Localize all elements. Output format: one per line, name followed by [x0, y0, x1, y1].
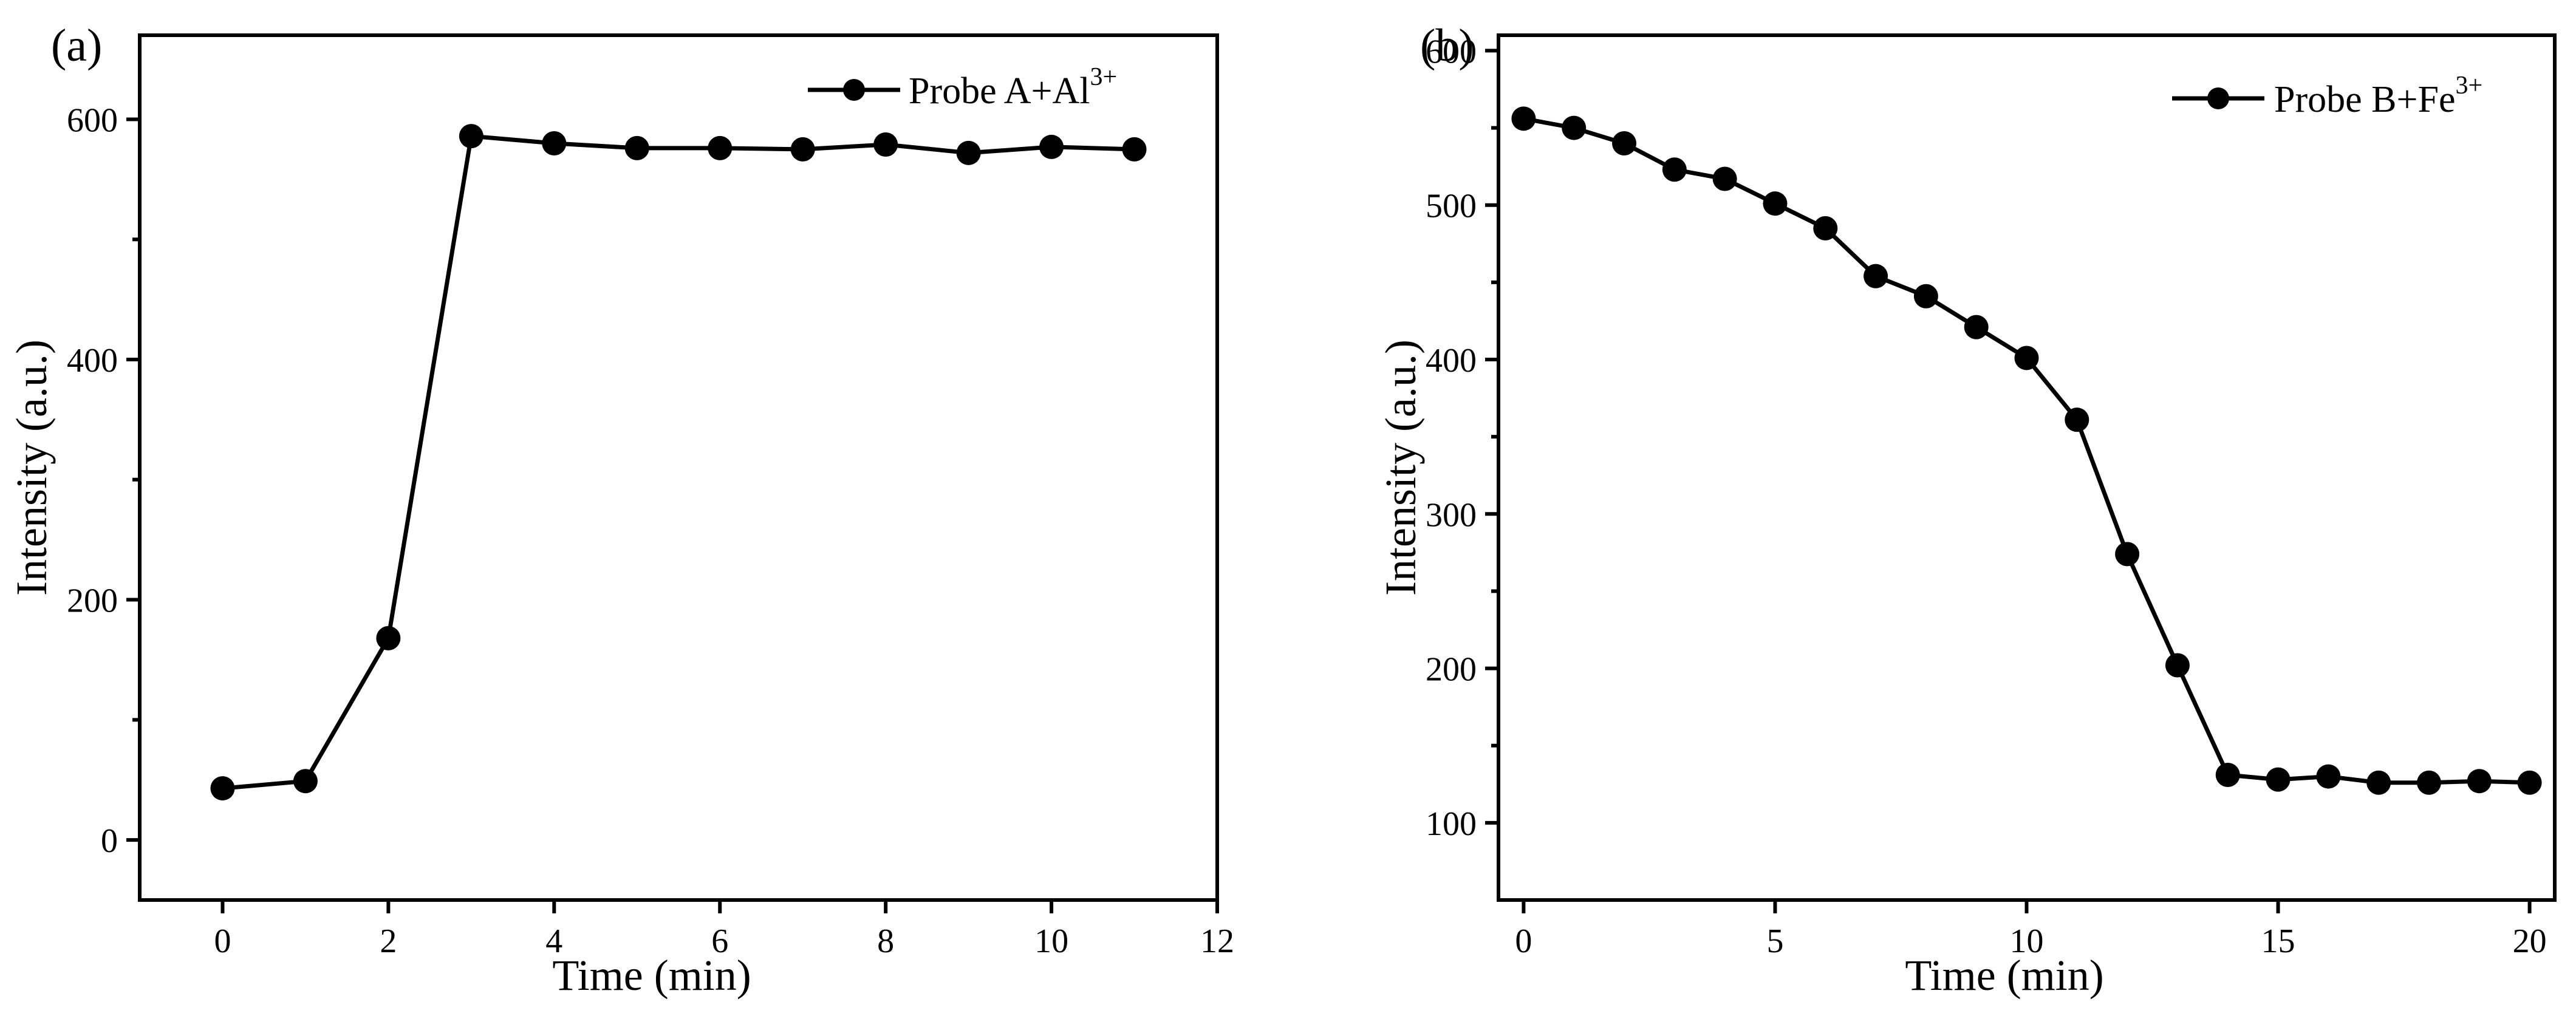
data-point-b-12	[2115, 542, 2140, 567]
panel-a: (a) 0 200 400 600 0 2 4 6 8 10 12 Time (min) Inte…	[7, 20, 1234, 1000]
y-tick-label-b-1: 200	[1426, 651, 1477, 689]
x-tick-label-a-6: 12	[1200, 922, 1234, 960]
data-point-b-11	[2065, 407, 2089, 432]
data-point-b-4	[1712, 166, 1737, 191]
legend-label-b: Probe B+Fe3+	[2274, 72, 2482, 120]
y-tick-label-a-3: 600	[67, 101, 118, 139]
data-point-a-4	[542, 131, 567, 155]
data-point-a-2	[376, 626, 401, 650]
data-point-b-15	[2266, 767, 2291, 792]
data-point-b-6	[1813, 216, 1838, 240]
x-tick-label-a-0: 0	[214, 922, 231, 960]
data-point-b-7	[1864, 264, 1888, 288]
y-tick-label-b-4: 500	[1426, 188, 1477, 225]
data-point-a-7	[790, 137, 815, 162]
data-point-a-3	[459, 124, 483, 149]
x-tick-label-b-3: 15	[2261, 922, 2295, 960]
panel-label-b: (b)	[1420, 20, 1474, 71]
y-tick-label-b-3: 400	[1426, 342, 1477, 380]
data-point-b-19	[2467, 769, 2492, 794]
x-axis-title-a: Time (min)	[552, 951, 751, 1000]
y-axis-title-b: Intensity (a.u.)	[1376, 339, 1425, 596]
legend-b: Probe B+Fe3+	[2172, 72, 2482, 120]
legend-label-sup-b: 3+	[2455, 72, 2482, 100]
data-point-b-17	[2366, 770, 2391, 795]
data-point-a-10	[1039, 134, 1064, 159]
y-ticks-b: 100 200 300 400 500 600	[1426, 33, 1498, 843]
data-point-b-13	[2165, 653, 2190, 678]
x-tick-label-a-4: 8	[877, 922, 894, 960]
legend-marker-b	[2207, 87, 2229, 109]
legend-marker-a	[843, 79, 865, 101]
data-point-a-5	[624, 135, 649, 160]
y-tick-label-a-0: 0	[101, 822, 118, 860]
data-point-b-20	[2517, 770, 2542, 795]
x-axis-title-b: Time (min)	[1905, 951, 2103, 1000]
data-point-b-16	[2316, 764, 2341, 789]
series-a	[210, 124, 1147, 801]
legend-label-base-a: Probe A+Al	[909, 70, 1090, 112]
data-point-b-10	[2014, 346, 2039, 370]
data-point-a-11	[1122, 137, 1147, 162]
y-axis-title-a: Intensity (a.u.)	[7, 339, 56, 596]
series-b	[1511, 106, 2542, 795]
data-point-b-0	[1511, 106, 1536, 131]
data-point-b-8	[1913, 284, 1938, 309]
y-tick-label-a-1: 200	[67, 582, 118, 620]
data-point-a-6	[708, 135, 733, 160]
plot-frame-a	[138, 33, 1219, 902]
y-tick-label-b-0: 100	[1426, 805, 1477, 843]
y-tick-label-a-2: 400	[67, 342, 118, 380]
legend-a: Probe A+Al3+	[808, 63, 1117, 112]
data-point-b-5	[1763, 191, 1788, 216]
x-tick-label-b-1: 5	[1766, 922, 1783, 960]
data-point-b-2	[1612, 131, 1637, 155]
y-tick-label-b-5: 600	[1426, 33, 1477, 70]
x-tick-label-b-0: 0	[1515, 922, 1532, 960]
legend-label-base-b: Probe B+Fe	[2274, 79, 2455, 120]
data-point-a-9	[956, 140, 981, 165]
x-tick-label-b-4: 20	[2513, 922, 2547, 960]
x-tick-label-a-3: 6	[711, 922, 728, 960]
x-tick-label-a-1: 2	[380, 922, 397, 960]
legend-label-a: Probe A+Al3+	[909, 63, 1117, 112]
data-point-b-14	[2215, 763, 2240, 788]
y-ticks-a: 0 200 400 600	[67, 101, 140, 860]
x-tick-label-a-5: 10	[1034, 922, 1068, 960]
data-point-a-8	[873, 132, 898, 157]
x-tick-label-b-2: 10	[2010, 922, 2044, 960]
plot-frame-b	[1497, 33, 2557, 902]
series-line-a-0	[222, 134, 1135, 791]
x-tick-label-a-2: 4	[545, 922, 562, 960]
legend-label-sup-a: 3+	[1090, 63, 1117, 91]
panel-label-a: (a)	[51, 20, 102, 71]
panel-b: (b) 100 200 300 400 500 600 0 5 10 15 20 Time (mi…	[1376, 20, 2557, 1000]
data-point-a-0	[210, 776, 235, 801]
data-point-b-1	[1562, 115, 1587, 140]
x-ticks-b: 0 5 10 15 20	[1515, 900, 2547, 960]
x-ticks-a: 0 2 4 6 8 10 12	[214, 900, 1234, 960]
y-tick-label-b-2: 300	[1426, 496, 1477, 534]
series-line-b-0	[1523, 116, 2530, 785]
data-point-b-9	[1964, 315, 1989, 339]
data-point-b-3	[1662, 157, 1687, 182]
data-point-b-18	[2416, 770, 2441, 795]
data-point-a-1	[293, 769, 318, 794]
